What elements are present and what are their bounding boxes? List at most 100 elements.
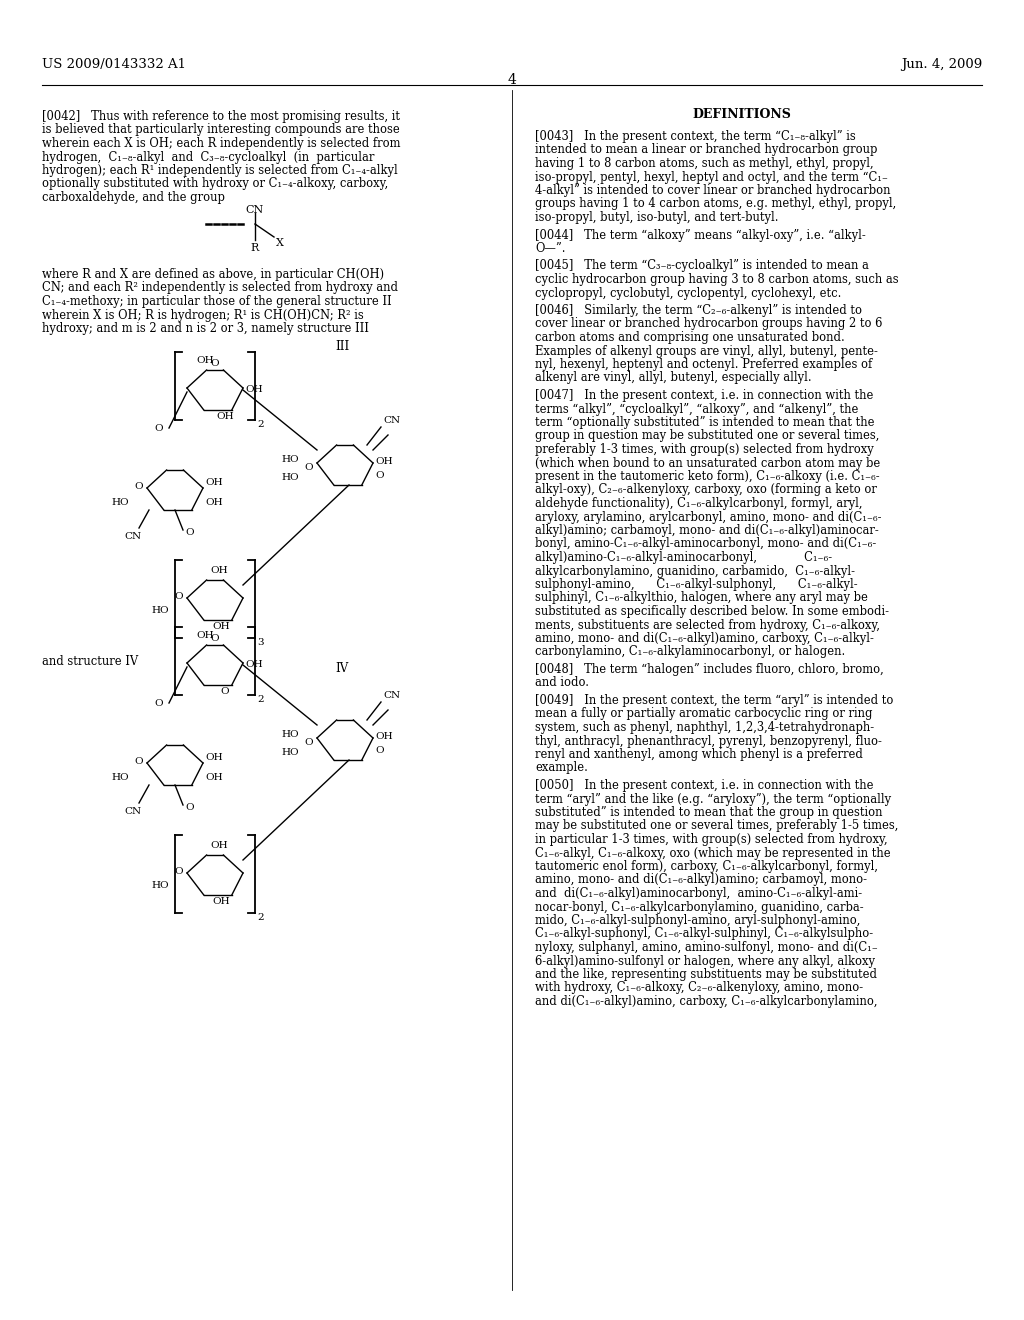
Text: alkyl-oxy), C₂₋₆-alkenyloxy, carboxy, oxo (forming a keto or: alkyl-oxy), C₂₋₆-alkenyloxy, carboxy, ox… (535, 483, 877, 496)
Text: HO: HO (282, 748, 299, 756)
Text: IV: IV (335, 663, 348, 675)
Text: alkyl)amino; carbamoyl, mono- and di(C₁₋₆-alkyl)aminocar-: alkyl)amino; carbamoyl, mono- and di(C₁₋… (535, 524, 879, 537)
Text: in particular 1-3 times, with group(s) selected from hydroxy,: in particular 1-3 times, with group(s) s… (535, 833, 888, 846)
Text: renyl and xanthenyl, among which phenyl is a preferred: renyl and xanthenyl, among which phenyl … (535, 748, 863, 762)
Text: OH: OH (205, 774, 222, 781)
Text: is believed that particularly interesting compounds are those: is believed that particularly interestin… (42, 124, 399, 136)
Text: C₁₋₆-alkyl-suphonyl, C₁₋₆-alkyl-sulphinyl, C₁₋₆-alkylsulpho-: C₁₋₆-alkyl-suphonyl, C₁₋₆-alkyl-sulphiny… (535, 928, 873, 940)
Text: and the like, representing substituents may be substituted: and the like, representing substituents … (535, 968, 877, 981)
Text: having 1 to 8 carbon atoms, such as methyl, ethyl, propyl,: having 1 to 8 carbon atoms, such as meth… (535, 157, 873, 170)
Text: bonyl, amino-C₁₋₆-alkyl-aminocarbonyl, mono- and di(C₁₋₆-: bonyl, amino-C₁₋₆-alkyl-aminocarbonyl, m… (535, 537, 877, 550)
Text: 4: 4 (508, 73, 516, 87)
Text: 3: 3 (257, 638, 263, 647)
Text: O: O (185, 528, 194, 537)
Text: Jun. 4, 2009: Jun. 4, 2009 (901, 58, 982, 71)
Text: wherein X is OH; R is hydrogen; R¹ is CH(OH)CN; R² is: wherein X is OH; R is hydrogen; R¹ is CH… (42, 309, 364, 322)
Text: and  di(C₁₋₆-alkyl)aminocarbonyl,  amino-C₁₋₆-alkyl-ami-: and di(C₁₋₆-alkyl)aminocarbonyl, amino-C… (535, 887, 862, 900)
Text: group in question may be substituted one or several times,: group in question may be substituted one… (535, 429, 880, 442)
Text: OH: OH (375, 733, 392, 741)
Text: carbonylamino, C₁₋₆-alkylaminocarbonyl, or halogen.: carbonylamino, C₁₋₆-alkylaminocarbonyl, … (535, 645, 845, 659)
Text: OH: OH (216, 412, 233, 421)
Text: OH: OH (212, 898, 229, 906)
Text: HO: HO (152, 606, 169, 615)
Text: R: R (251, 243, 259, 253)
Text: hydrogen); each R¹ independently is selected from C₁₋₄-alkyl: hydrogen); each R¹ independently is sele… (42, 164, 397, 177)
Text: aldehyde functionality), C₁₋₆-alkylcarbonyl, formyl, aryl,: aldehyde functionality), C₁₋₆-alkylcarbo… (535, 498, 862, 510)
Text: O: O (211, 634, 219, 643)
Text: nocar-bonyl, C₁₋₆-alkylcarbonylamino, guanidino, carba-: nocar-bonyl, C₁₋₆-alkylcarbonylamino, gu… (535, 900, 863, 913)
Text: O: O (155, 424, 163, 433)
Text: C₁₋₆-alkyl, C₁₋₆-alkoxy, oxo (which may be represented in the: C₁₋₆-alkyl, C₁₋₆-alkoxy, oxo (which may … (535, 846, 891, 859)
Text: O: O (375, 746, 384, 755)
Text: (which when bound to an unsaturated carbon atom may be: (which when bound to an unsaturated carb… (535, 457, 881, 470)
Text: C₁₋₄-methoxy; in particular those of the general structure II: C₁₋₄-methoxy; in particular those of the… (42, 294, 391, 308)
Text: CN: CN (383, 690, 400, 700)
Text: O: O (211, 359, 219, 368)
Text: [0043]   In the present context, the term “C₁₋₈-alkyl” is: [0043] In the present context, the term … (535, 129, 856, 143)
Text: O: O (134, 482, 143, 491)
Text: tautomeric enol form), carboxy, C₁₋₆-alkylcarbonyl, formyl,: tautomeric enol form), carboxy, C₁₋₆-alk… (535, 861, 878, 873)
Text: CN; and each R² independently is selected from hydroxy and: CN; and each R² independently is selecte… (42, 281, 398, 294)
Text: 2: 2 (257, 913, 263, 921)
Text: Examples of alkenyl groups are vinyl, allyl, butenyl, pente-: Examples of alkenyl groups are vinyl, al… (535, 345, 878, 358)
Text: [0042]   Thus with reference to the most promising results, it: [0042] Thus with reference to the most p… (42, 110, 400, 123)
Text: [0047]   In the present context, i.e. in connection with the: [0047] In the present context, i.e. in c… (535, 389, 873, 403)
Text: OH: OH (205, 498, 222, 507)
Text: HO: HO (152, 880, 169, 890)
Text: III: III (335, 341, 349, 352)
Text: cyclic hydrocarbon group having 3 to 8 carbon atoms, such as: cyclic hydrocarbon group having 3 to 8 c… (535, 273, 899, 286)
Text: thyl, anthracyl, phenanthracyl, pyrenyl, benzopyrenyl, fluo-: thyl, anthracyl, phenanthracyl, pyrenyl,… (535, 734, 882, 747)
Text: hydrogen,  C₁₋₈-alkyl  and  C₃₋₈-cycloalkyl  (in  particular: hydrogen, C₁₋₈-alkyl and C₃₋₈-cycloalkyl… (42, 150, 375, 164)
Text: alkenyl are vinyl, allyl, butenyl, especially allyl.: alkenyl are vinyl, allyl, butenyl, espec… (535, 371, 812, 384)
Text: O—”.: O—”. (535, 242, 565, 255)
Text: 4-alkyl” is intended to cover linear or branched hydrocarbon: 4-alkyl” is intended to cover linear or … (535, 183, 891, 197)
Text: CN: CN (125, 807, 141, 816)
Text: groups having 1 to 4 carbon atoms, e.g. methyl, ethyl, propyl,: groups having 1 to 4 carbon atoms, e.g. … (535, 198, 896, 210)
Text: nyl, hexenyl, heptenyl and octenyl. Preferred examples of: nyl, hexenyl, heptenyl and octenyl. Pref… (535, 358, 872, 371)
Text: carboxaldehyde, and the group: carboxaldehyde, and the group (42, 191, 225, 205)
Text: iso-propyl, pentyl, hexyl, heptyl and octyl, and the term “C₁₋: iso-propyl, pentyl, hexyl, heptyl and oc… (535, 170, 888, 183)
Text: term “optionally substituted” is intended to mean that the: term “optionally substituted” is intende… (535, 416, 874, 429)
Text: cover linear or branched hydrocarbon groups having 2 to 6: cover linear or branched hydrocarbon gro… (535, 318, 883, 330)
Text: mido, C₁₋₆-alkyl-sulphonyl-amino, aryl-sulphonyl-amino,: mido, C₁₋₆-alkyl-sulphonyl-amino, aryl-s… (535, 913, 860, 927)
Text: OH: OH (197, 356, 214, 366)
Text: [0046]   Similarly, the term “C₂₋₆-alkenyl” is intended to: [0046] Similarly, the term “C₂₋₆-alkenyl… (535, 304, 862, 317)
Text: OH: OH (212, 622, 229, 631)
Text: [0049]   In the present context, the term “aryl” is intended to: [0049] In the present context, the term … (535, 694, 893, 708)
Text: 2: 2 (257, 696, 263, 704)
Text: optionally substituted with hydroxy or C₁₋₄-alkoxy, carboxy,: optionally substituted with hydroxy or C… (42, 177, 388, 190)
Text: O: O (221, 686, 229, 696)
Text: HO: HO (282, 455, 299, 465)
Text: OH: OH (245, 385, 262, 393)
Text: [0045]   The term “C₃₋₈-cycloalkyl” is intended to mean a: [0045] The term “C₃₋₈-cycloalkyl” is int… (535, 260, 869, 272)
Text: O: O (375, 471, 384, 480)
Text: US 2009/0143332 A1: US 2009/0143332 A1 (42, 58, 186, 71)
Text: OH: OH (197, 631, 214, 640)
Text: HO: HO (282, 473, 299, 482)
Text: may be substituted one or several times, preferably 1-5 times,: may be substituted one or several times,… (535, 820, 898, 833)
Text: with hydroxy, C₁₋₆-alkoxy, C₂₋₆-alkenyloxy, amino, mono-: with hydroxy, C₁₋₆-alkoxy, C₂₋₆-alkenylo… (535, 982, 863, 994)
Text: amino, mono- and di(C₁₋₆-alkyl)amino, carboxy, C₁₋₆-alkyl-: amino, mono- and di(C₁₋₆-alkyl)amino, ca… (535, 632, 873, 645)
Text: hydroxy; and m is 2 and n is 2 or 3, namely structure III: hydroxy; and m is 2 and n is 2 or 3, nam… (42, 322, 369, 335)
Text: [0044]   The term “alkoxy” means “alkyl-oxy”, i.e. “alkyl-: [0044] The term “alkoxy” means “alkyl-ox… (535, 228, 865, 242)
Text: term “aryl” and the like (e.g. “aryloxy”), the term “optionally: term “aryl” and the like (e.g. “aryloxy”… (535, 792, 891, 805)
Text: HO: HO (112, 498, 129, 507)
Text: terms “alkyl”, “cycloalkyl”, “alkoxy”, and “alkenyl”, the: terms “alkyl”, “cycloalkyl”, “alkoxy”, a… (535, 403, 858, 416)
Text: amino, mono- and di(C₁₋₆-alkyl)amino; carbamoyl, mono-: amino, mono- and di(C₁₋₆-alkyl)amino; ca… (535, 874, 867, 887)
Text: 2: 2 (257, 420, 263, 429)
Text: alkylcarbonylamino, guanidino, carbamido,  C₁₋₆-alkyl-: alkylcarbonylamino, guanidino, carbamido… (535, 565, 855, 578)
Text: and structure IV: and structure IV (42, 655, 138, 668)
Text: carbon atoms and comprising one unsaturated bond.: carbon atoms and comprising one unsatura… (535, 331, 845, 345)
Text: O: O (134, 756, 143, 766)
Text: HO: HO (282, 730, 299, 739)
Text: where R and X are defined as above, in particular CH(OH): where R and X are defined as above, in p… (42, 268, 384, 281)
Text: OH: OH (205, 478, 222, 487)
Text: OH: OH (375, 457, 392, 466)
Text: OH: OH (205, 752, 222, 762)
Text: O: O (155, 700, 163, 708)
Text: alkyl)amino-C₁₋₆-alkyl-aminocarbonyl,             C₁₋₆-: alkyl)amino-C₁₋₆-alkyl-aminocarbonyl, C₁… (535, 550, 833, 564)
Text: X: X (276, 238, 284, 248)
Text: DEFINITIONS: DEFINITIONS (692, 108, 792, 121)
Text: aryloxy, arylamino, arylcarbonyl, amino, mono- and di(C₁₋₆-: aryloxy, arylamino, arylcarbonyl, amino,… (535, 511, 882, 524)
Text: ments, substituents are selected from hydroxy, C₁₋₆-alkoxy,: ments, substituents are selected from hy… (535, 619, 880, 631)
